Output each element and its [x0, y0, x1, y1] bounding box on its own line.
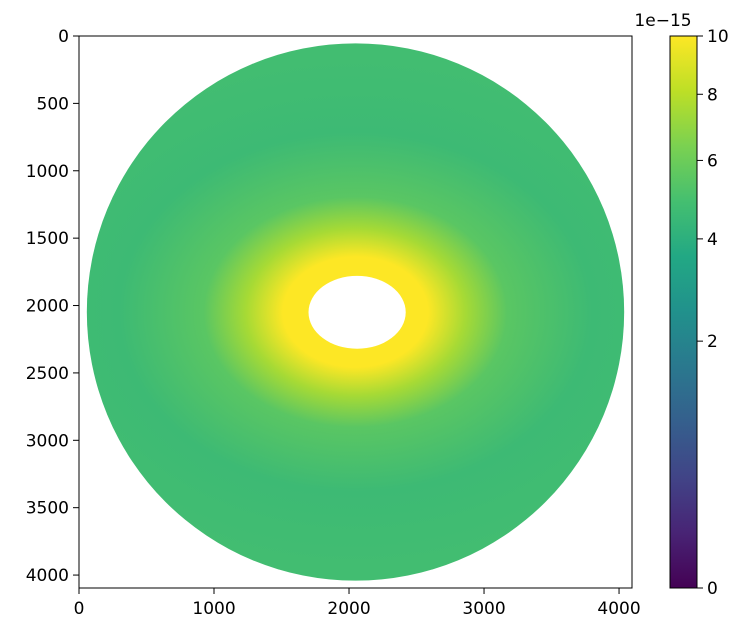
x-tick-label: 1000: [192, 599, 235, 619]
x-tick-label: 3000: [462, 599, 505, 619]
y-tick-label: 0: [58, 27, 69, 47]
y-tick-label: 1000: [26, 162, 69, 182]
colorbar-tick-label: 6: [707, 151, 718, 171]
y-axis: 0 500 1000 1500 2000 2500 3000 3500 4000: [26, 27, 79, 586]
x-axis: 0 1000 2000 3000 4000: [74, 588, 641, 619]
x-tick-label: 0: [74, 599, 85, 619]
colorbar-ticks: 0 2 4 6 8 10: [697, 27, 729, 599]
x-tick-label: 4000: [597, 599, 640, 619]
colorbar-fill: [670, 36, 697, 588]
y-tick-label: 4000: [26, 566, 69, 586]
colorbar: 0 2 4 6 8 10 1e−15: [634, 11, 728, 599]
colorbar-exponent-label: 1e−15: [634, 11, 691, 31]
heatmap-image: [79, 36, 632, 588]
heatmap-disk: [86, 43, 625, 581]
y-tick-label: 2000: [26, 297, 69, 317]
colorbar-tick-label: 8: [707, 85, 718, 105]
colorbar-tick-label: 4: [707, 230, 718, 250]
plot-frame: [78, 35, 633, 589]
y-tick-label: 2500: [26, 364, 69, 384]
y-tick-label: 3500: [26, 499, 69, 519]
colorbar-tick-label: 10: [707, 27, 729, 47]
colorbar-tick-label: 0: [707, 579, 718, 599]
y-tick-label: 3000: [26, 431, 69, 451]
x-tick-label: 2000: [327, 599, 370, 619]
y-tick-label: 500: [37, 94, 69, 114]
colorbar-tick-label: 2: [707, 332, 718, 352]
y-tick-label: 1500: [26, 229, 69, 249]
colorbar-frame: [669, 35, 698, 589]
